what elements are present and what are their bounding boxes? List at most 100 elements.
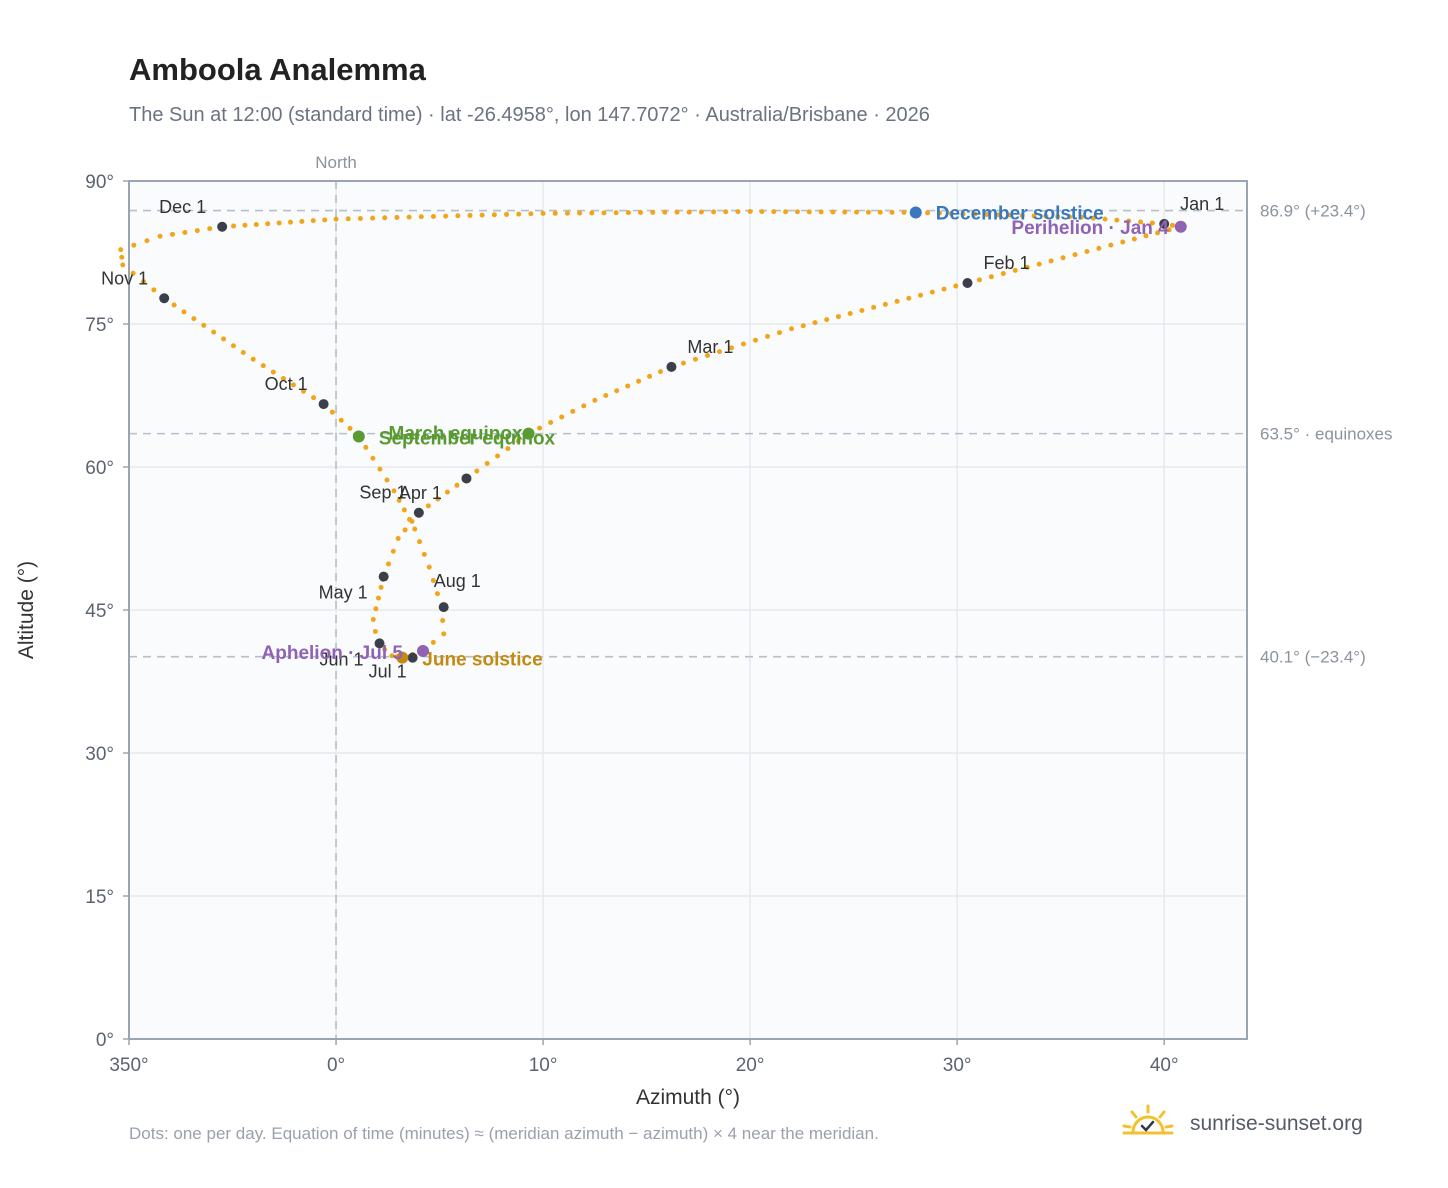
day-dot: [581, 403, 587, 409]
day-dot: [382, 647, 388, 653]
day-dot: [1102, 216, 1108, 222]
reference-line-label: 86.9° (+23.4°): [1260, 202, 1366, 221]
day-dot: [1007, 212, 1013, 218]
day-dot: [906, 295, 912, 301]
day-dot: [1036, 261, 1042, 267]
day-dot: [140, 279, 146, 285]
day-dot: [194, 228, 200, 234]
day-dot: [984, 212, 990, 218]
day-dot: [333, 216, 339, 222]
day-dot: [491, 212, 497, 218]
day-dot: [925, 210, 931, 216]
day-dot: [118, 247, 124, 253]
day-dot: [548, 420, 554, 426]
brand-logo[interactable]: sunrise-sunset.org: [1120, 1100, 1400, 1150]
day-dot: [1120, 239, 1126, 245]
reference-line-label: 40.1° (−23.4°): [1260, 648, 1366, 667]
day-dot: [265, 221, 271, 227]
day-dot: [479, 212, 485, 218]
day-dot: [418, 214, 424, 220]
day-dot: [242, 222, 248, 228]
day-dot: [474, 468, 480, 474]
month-label: Jul 1: [369, 662, 407, 682]
day-dot: [636, 378, 642, 384]
day-dot: [1114, 217, 1120, 223]
day-dot: [657, 369, 663, 375]
day-dot: [1067, 214, 1073, 220]
reference-line-label: 63.5° · equinoxes: [1260, 425, 1393, 444]
day-dot: [1024, 264, 1030, 270]
day-dot: [240, 349, 246, 355]
day-dot: [759, 209, 765, 215]
day-dot: [723, 209, 729, 215]
day-dot: [540, 210, 546, 216]
day-dot: [157, 233, 163, 239]
day-dot: [417, 539, 423, 545]
day-dot: [391, 488, 397, 494]
y-tick-label: 30°: [85, 744, 114, 765]
month-marker: [962, 278, 973, 289]
day-dot: [564, 210, 570, 216]
day-dot: [402, 527, 408, 533]
day-dot: [716, 349, 722, 355]
day-dot: [711, 209, 717, 215]
day-dot: [871, 304, 877, 310]
month-marker: [378, 571, 389, 582]
event-marker: [352, 430, 365, 443]
day-dot: [692, 356, 698, 362]
day-dot: [1143, 233, 1149, 239]
month-label: Nov 1: [101, 268, 148, 288]
day-dot: [299, 218, 305, 224]
day-dot: [601, 210, 607, 216]
day-dot: [435, 496, 441, 502]
north-label: North: [315, 153, 357, 172]
day-dot: [144, 238, 150, 244]
event-marker: [396, 651, 409, 664]
x-tick-label: 350°: [109, 1055, 148, 1076]
day-dot: [1131, 236, 1137, 242]
month-marker: [461, 473, 472, 484]
month-label: Oct 1: [265, 374, 308, 394]
day-dot: [430, 577, 436, 583]
day-dot: [589, 210, 595, 216]
day-dot: [347, 425, 353, 431]
day-dot: [322, 217, 328, 223]
day-dot: [130, 270, 136, 276]
day-dot: [253, 221, 259, 227]
day-dot: [680, 360, 686, 366]
event-label: March equinox: [389, 424, 524, 445]
day-dot: [953, 283, 959, 289]
day-dot: [1138, 219, 1144, 225]
day-dot: [181, 309, 187, 315]
chart-title: Amboola Analemma: [129, 52, 426, 87]
day-dot: [918, 292, 924, 298]
day-dot: [592, 397, 598, 403]
day-dot: [290, 382, 296, 388]
day-dot: [537, 425, 543, 431]
day-dot: [929, 289, 935, 295]
day-dot: [390, 548, 396, 554]
day-dot: [484, 461, 490, 467]
day-dot: [363, 444, 369, 450]
day-dot: [201, 322, 207, 328]
day-dot: [444, 489, 450, 495]
event-label: September equinox: [379, 428, 556, 449]
chart-footnote: Dots: one per day. Equation of time (min…: [129, 1124, 879, 1143]
day-dot: [329, 409, 335, 415]
day-dot: [941, 286, 947, 292]
day-dot: [276, 220, 282, 226]
event-label: Perihelion · Jan 4: [1011, 218, 1169, 239]
day-dot: [1055, 214, 1061, 220]
day-dot: [818, 209, 824, 215]
day-dot: [370, 455, 376, 461]
day-dot: [800, 323, 806, 329]
day-dot: [407, 516, 413, 522]
chart-subtitle: The Sun at 12:00 (standard time) · lat -…: [129, 104, 930, 126]
day-dot: [1000, 271, 1006, 277]
day-dot: [440, 617, 446, 623]
day-dot: [231, 223, 237, 229]
day-dot: [1096, 245, 1102, 251]
month-label: Mar 1: [687, 337, 733, 357]
day-dot: [1072, 252, 1078, 258]
x-tick-label: 40°: [1150, 1055, 1179, 1076]
